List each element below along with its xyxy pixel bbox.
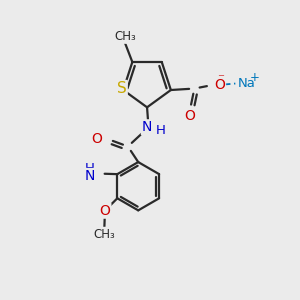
- Text: O: O: [184, 109, 195, 123]
- Text: N: N: [142, 120, 152, 134]
- Text: O: O: [92, 132, 103, 146]
- Text: CH₃: CH₃: [94, 228, 115, 241]
- Text: CH₃: CH₃: [115, 30, 136, 43]
- Text: N: N: [85, 169, 95, 183]
- Text: ⁻: ⁻: [217, 72, 224, 85]
- Text: +: +: [250, 70, 260, 84]
- Text: O: O: [100, 204, 110, 218]
- Text: H: H: [156, 124, 166, 137]
- Text: H: H: [85, 162, 95, 175]
- Text: O: O: [214, 78, 225, 92]
- Text: Na: Na: [238, 77, 256, 90]
- Text: S: S: [117, 81, 127, 96]
